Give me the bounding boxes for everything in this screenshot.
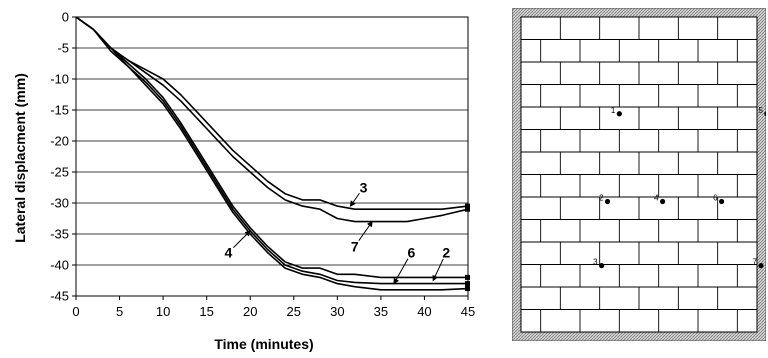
y-tick-label: -10 — [50, 72, 69, 87]
y-tick-label: -20 — [50, 134, 69, 149]
x-tick-label: 0 — [72, 304, 79, 319]
y-tick-label: -15 — [50, 103, 69, 118]
x-tick-label: 40 — [417, 304, 431, 319]
measurement-point-4 — [660, 198, 666, 205]
measurement-point-5 — [764, 111, 766, 117]
curve-leader-7 — [358, 220, 373, 241]
measurement-point-label-5: 5 — [758, 106, 763, 115]
measurement-points: 1 5 2 4 6 3 7 — [593, 106, 766, 269]
measurement-point-label-4: 4 — [654, 194, 659, 203]
series-line-4 — [75, 16, 468, 279]
x-tick-label: 30 — [330, 304, 344, 319]
measurement-point-label-3: 3 — [593, 258, 598, 267]
displacement-chart: 0-5-10-15-20-25-30-35-40-450 5 10 15 20 25 30 3… — [12, 10, 475, 353]
y-tick-label: -45 — [50, 289, 69, 304]
y-tick-label: -5 — [57, 41, 69, 56]
y-tick-label: -40 — [50, 258, 69, 273]
y-tick-label: 0 — [62, 10, 69, 25]
tick-labels: 0-5-10-15-20-25-30-35-40-450 5 10 15 20 25 30 3… — [50, 10, 475, 320]
brick-courses — [521, 17, 757, 332]
measurement-point-label-6: 6 — [713, 194, 718, 203]
x-tick-label: 15 — [199, 304, 213, 319]
plot-frame — [75, 16, 469, 297]
measurement-point-6 — [719, 198, 725, 205]
curve-label-4: 4 — [225, 245, 233, 261]
y-tick-label: -30 — [50, 196, 69, 211]
curve-label-2: 2 — [442, 245, 450, 261]
x-tick-label: 10 — [156, 304, 170, 319]
curve-leader-6 — [393, 258, 409, 285]
curve-leader-3 — [349, 192, 360, 207]
measurement-point-1 — [616, 111, 622, 117]
y-tick-label: -25 — [50, 165, 69, 180]
curve-label-3: 3 — [360, 180, 368, 196]
measurement-point-label-2: 2 — [599, 194, 604, 203]
measurement-point-7 — [758, 263, 764, 269]
x-tick-label: 25 — [287, 304, 301, 319]
x-tick-label: 5 — [116, 304, 123, 319]
x-tick-label: 45 — [461, 304, 475, 319]
curve-label-6: 6 — [407, 245, 415, 261]
curve-leader-4 — [233, 230, 251, 249]
axes — [72, 16, 469, 300]
measurement-point-2 — [604, 198, 611, 205]
x-axis-title: Time (minutes) — [214, 336, 313, 352]
series-line-7 — [75, 16, 469, 223]
measurement-point-label-1: 1 — [611, 106, 616, 115]
curve-annotations: 3 7 4 6 2 — [225, 180, 450, 285]
masonry-wall-diagram: 1 5 2 4 6 3 7 — [512, 8, 766, 341]
curve-label-7: 7 — [351, 238, 359, 254]
y-axis-title: Lateral displacment (mm) — [12, 73, 28, 243]
series-line-3 — [75, 16, 469, 210]
series-line-2 — [75, 16, 469, 291]
y-tick-label: -35 — [50, 227, 69, 242]
measurement-point-3 — [599, 263, 605, 269]
measurement-point-label-7: 7 — [752, 258, 757, 267]
x-tick-label: 35 — [374, 304, 388, 319]
x-tick-label: 20 — [243, 304, 257, 319]
curve-leader-2 — [432, 258, 444, 282]
